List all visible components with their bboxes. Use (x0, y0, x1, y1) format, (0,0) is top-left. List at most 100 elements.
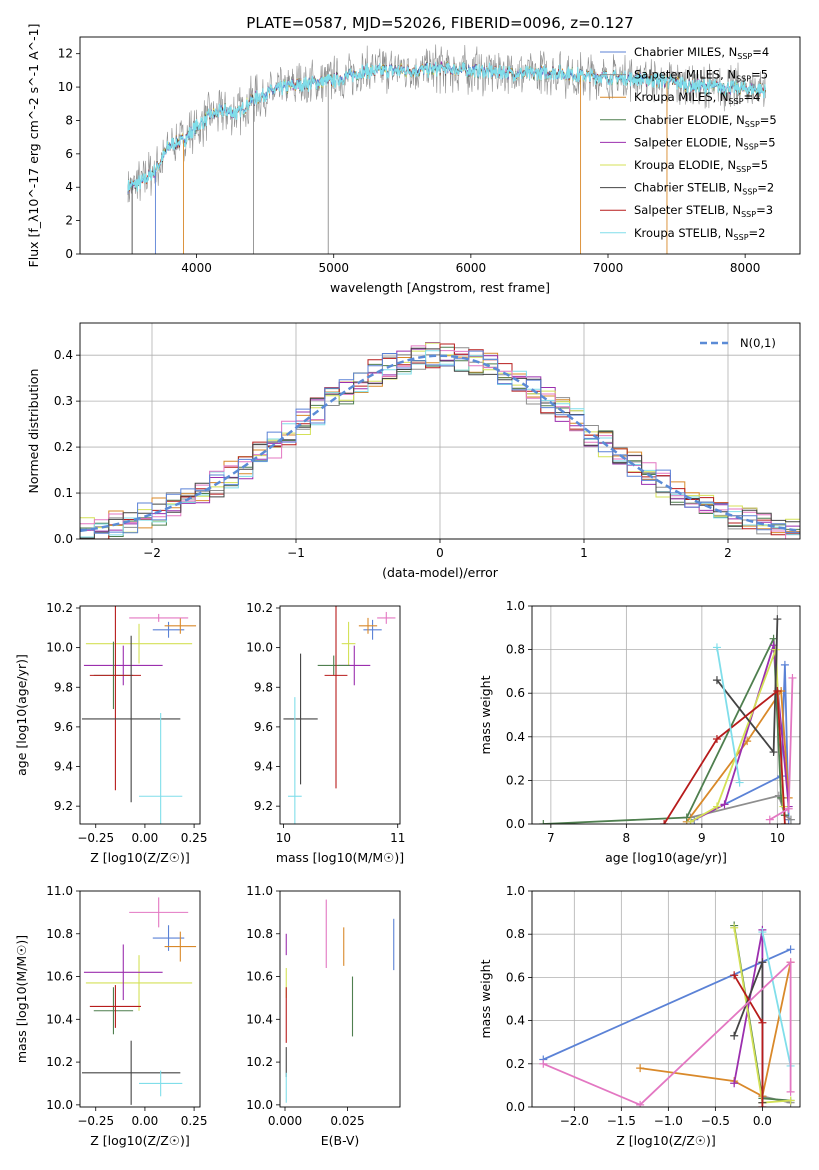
y-axis-label: mass [log10(M/M☉)] (14, 935, 29, 1063)
legend-entry: Chabrier MILES, NSSP=4 (634, 45, 769, 61)
y-tick-label: 0.2 (506, 773, 525, 787)
y-tick-label: 9.2 (54, 799, 73, 813)
errorbar-point (283, 653, 318, 785)
y-tick-label: 11.0 (246, 884, 273, 898)
x-axis-label: Z [log10(Z/Z☉)] (90, 850, 190, 865)
axes-frame (531, 605, 801, 825)
weight-line (761, 931, 792, 1067)
x-tick-label: −2.0 (560, 1114, 589, 1128)
x-axis-label: Z [log10(Z/Z☉)] (90, 1133, 190, 1148)
y-tick-label: 10.0 (46, 1098, 73, 1112)
x-tick-label: −0.5 (701, 1114, 730, 1128)
axes-frame (79, 322, 801, 540)
y-tick-label: 10.8 (46, 927, 73, 941)
weight-marker (786, 1096, 795, 1105)
weight-marker (712, 734, 721, 743)
y-axis-label: Normed distribution (26, 369, 41, 494)
legend-entry: Salpeter MILES, NSSP=5 (634, 68, 768, 84)
legend-entry: Kroupa STELIB, NSSP=2 (634, 226, 765, 242)
x-tick-label: 8 (623, 831, 631, 845)
y-tick-label: 10.0 (246, 1098, 273, 1112)
weight-marker (786, 958, 795, 967)
y-tick-label: 9.6 (54, 720, 73, 734)
weight-series (712, 643, 744, 787)
x-axis-label: E(B-V) (321, 1133, 360, 1148)
errorbar-point (139, 1070, 183, 1097)
axes-frame (79, 890, 201, 1108)
plot-area (81, 897, 197, 1105)
x-tick-label: −0.25 (77, 1114, 114, 1128)
grid-lines (532, 890, 800, 1108)
weight-series (539, 958, 795, 1107)
weight-line (733, 974, 764, 1107)
errorbar-point (83, 944, 163, 1001)
x-axis-label: wavelength [Angstrom, rest frame] (330, 280, 550, 295)
plot-area (539, 921, 795, 1107)
x-tick-label: 1 (580, 546, 588, 560)
weight-marker (730, 1079, 739, 1088)
y-tick-label: 0.6 (506, 970, 525, 984)
x-tick-label: 0.0 (753, 1114, 772, 1128)
x-tick-label: 0.025 (330, 1114, 364, 1128)
y-tick-label: 8 (65, 113, 73, 127)
x-tick-label: 0.25 (181, 1114, 208, 1128)
panel-weight_vs_Z: −2.0 −1.5 −1.0 −0.5 0.0 0.0 0.2 0.4 0.6 0.8 1.0 Z [… (478, 884, 801, 1148)
weight-marker (784, 804, 793, 813)
y-tick-label: 0.1 (54, 486, 73, 500)
errorbar-point (83, 645, 163, 686)
weight-series (539, 634, 789, 824)
weight-line (686, 688, 790, 823)
weight-marker (730, 971, 739, 980)
y-axis-label: Flux [f_λ10^-17 erg cm^-2 s^-1 A^-1] (26, 24, 41, 268)
errorbar-point (93, 987, 134, 1035)
x-tick-label: 10 (770, 831, 785, 845)
errorbar-point (317, 655, 350, 676)
y-tick-label: 9.4 (254, 760, 273, 774)
x-tick-label: 11 (390, 831, 405, 845)
y-tick-label: 0.2 (54, 440, 73, 454)
weight-marker (788, 673, 797, 682)
errorbar-point (164, 617, 197, 634)
panel-age_vs_Z: −0.25 0.00 0.25 9.2 9.4 9.6 9.8 10.0 10.2 Z [log1… (14, 601, 207, 865)
weight-line (542, 948, 791, 1061)
weight-marker (765, 815, 774, 824)
x-tick-label: 0.00 (132, 1114, 159, 1128)
x-tick-label: 2 (724, 546, 732, 560)
errorbar-point (85, 623, 193, 664)
x-axis-label: mass [log10(M/M☉)] (276, 850, 404, 865)
spectrum-line (127, 62, 766, 195)
y-tick-label: 0.4 (506, 1014, 525, 1028)
panel-mass_vs_Z: −0.25 0.00 0.25 10.0 10.2 10.4 10.6 10.8 11.0 Z [… (14, 884, 207, 1148)
errorbar-point (288, 697, 302, 824)
y-tick-label: 4 (65, 180, 73, 194)
weight-marker (735, 778, 744, 787)
y-tick-label: 0.8 (506, 643, 525, 657)
grid-lines (532, 605, 800, 825)
y-axis-label: mass weight (478, 675, 493, 754)
errorbar-point (89, 985, 141, 1028)
x-tick-label: 5000 (318, 261, 349, 275)
y-tick-label: 9.4 (54, 760, 73, 774)
legend-entry: Chabrier STELIB, NSSP=2 (634, 181, 774, 197)
weight-line (690, 649, 785, 823)
legend-entry: Salpeter ELODIE, NSSP=5 (634, 135, 776, 151)
errorbar-point (324, 606, 348, 789)
x-tick-label: −1 (287, 546, 305, 560)
errorbar-point (85, 955, 193, 1011)
plot-area (283, 606, 396, 824)
axes-frame (279, 605, 401, 825)
weight-marker (660, 820, 669, 824)
weight-series (712, 615, 782, 757)
y-tick-label: 6 (65, 147, 73, 161)
y-tick-label: 9.2 (254, 799, 273, 813)
y-tick-label: 9.8 (254, 680, 273, 694)
y-tick-label: 10.4 (46, 1012, 73, 1026)
weight-marker (712, 802, 721, 811)
x-tick-label: 4000 (181, 261, 212, 275)
errorbar-point (363, 619, 382, 640)
y-tick-label: 10.0 (46, 641, 73, 655)
weight-line (690, 644, 790, 823)
axes-frame (79, 605, 201, 825)
weight-marker (686, 817, 695, 824)
